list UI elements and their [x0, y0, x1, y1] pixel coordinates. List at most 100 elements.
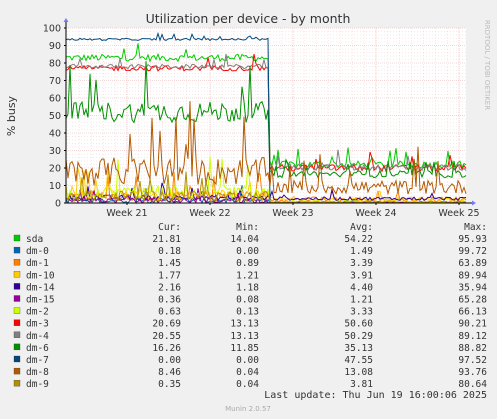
legend-cur-dm-2: 0.63	[158, 307, 181, 318]
legend-min-dm-14: 1.18	[236, 282, 259, 293]
legend-swatch-dm-2	[13, 307, 21, 314]
legend-avg-dm-15: 1.21	[350, 295, 373, 306]
legend-cur-dm-6: 16.26	[152, 343, 181, 354]
legend-avg-dm-0: 1.49	[350, 246, 373, 257]
legend-min-dm-0: 0.00	[236, 246, 259, 257]
legend-avg-dm-7: 47.55	[344, 355, 373, 366]
legend-min-dm-2: 0.13	[236, 307, 259, 318]
legend-header-avg: Avg:	[350, 222, 373, 233]
legend-cur-dm-3: 20.69	[152, 319, 181, 330]
legend-avg-dm-2: 3.33	[350, 307, 373, 318]
y-tick-label: 20	[49, 164, 61, 175]
legend-avg-dm-10: 3.91	[350, 270, 373, 281]
legend-cur-dm-8: 8.46	[158, 367, 181, 378]
legend-max-sda: 95.93	[458, 234, 487, 245]
legend-name-dm-10: dm-10	[26, 270, 55, 281]
legend-min-dm-3: 13.13	[230, 319, 259, 330]
legend-min-sda: 14.04	[230, 234, 259, 245]
legend-name-dm-0: dm-0	[26, 246, 49, 257]
y-tick-label: 40	[49, 129, 61, 140]
series-line-dm-6	[65, 61, 467, 179]
legend-min-dm-4: 13.13	[230, 331, 259, 342]
legend-avg-dm-3: 50.60	[344, 319, 373, 330]
y-tick-label: 90	[49, 41, 61, 52]
legend-cur-dm-1: 1.45	[158, 258, 181, 269]
legend-header-max: Max:	[464, 222, 487, 233]
legend-swatch-dm-10	[13, 271, 21, 278]
legend-cur-dm-7: 0.00	[158, 355, 181, 366]
legend-name-dm-2: dm-2	[26, 307, 49, 318]
legend-max-dm-7: 97.52	[458, 355, 487, 366]
series-line-dm-2	[65, 156, 467, 204]
legend-name-dm-14: dm-14	[26, 282, 55, 293]
legend-max-dm-2: 66.13	[458, 307, 487, 318]
legend-avg-dm-6: 35.13	[344, 343, 373, 354]
axes: 0 10 20 30 40 50 60 70 80 90 100 Week 21 Week 22 Week…	[43, 18, 480, 219]
legend-name-dm-1: dm-1	[26, 258, 49, 269]
series-line-dm-4	[65, 53, 467, 172]
legend-max-dm-6: 88.82	[458, 343, 487, 354]
chart-title: Utilization per device - by month	[146, 11, 351, 26]
y-tick-label: 50	[49, 111, 61, 122]
legend-min-dm-10: 1.21	[236, 270, 259, 281]
y-tick-label: 70	[49, 76, 61, 87]
legend-swatch-dm-6	[13, 343, 21, 351]
legend-name-dm-7: dm-7	[26, 355, 49, 366]
legend-avg-dm-1: 3.39	[350, 258, 373, 269]
legend-avg-sda: 54.22	[344, 234, 373, 245]
legend-swatch-dm-7	[13, 355, 21, 363]
legend-swatch-dm-9	[13, 380, 21, 387]
munin-version-footer: Munin 2.0.57	[225, 405, 271, 413]
legend-max-dm-0: 99.72	[458, 246, 487, 257]
legend-swatch-dm-3	[13, 319, 21, 326]
last-update-text: Last update: Thu Jun 19 16:00:06 2025	[264, 390, 487, 401]
legend-max-dm-3: 90.21	[458, 319, 487, 330]
y-axis-arrow-icon	[63, 18, 69, 22]
legend-max-dm-15: 65.28	[458, 295, 487, 306]
legend-cur-dm-4: 20.55	[152, 331, 181, 342]
x-tick-label: Week 24	[355, 208, 396, 219]
y-tick-label: 80	[49, 59, 61, 70]
legend-min-dm-9: 0.04	[236, 379, 259, 390]
legend-header-min: Min:	[236, 222, 259, 233]
x-tick-label: Week 22	[189, 208, 230, 219]
y-tick-label: 60	[49, 94, 61, 105]
x-axis-arrow-icon	[472, 200, 476, 206]
legend-max-dm-9: 80.64	[458, 379, 487, 390]
legend-name-sda: sda	[26, 234, 43, 245]
legend-swatch-dm-8	[13, 367, 21, 375]
legend-max-dm-1: 63.89	[458, 258, 487, 269]
legend-cur-dm-15: 0.36	[158, 295, 181, 306]
legend-header-cur: Cur:	[158, 222, 181, 233]
legend-avg-dm-8: 13.08	[344, 367, 373, 378]
legend-swatch-dm-14	[13, 283, 21, 290]
legend-swatch-dm-0	[13, 246, 21, 254]
legend-swatch-dm-4	[13, 331, 21, 338]
legend-swatch-dm-15	[13, 295, 21, 302]
legend-min-dm-1: 0.89	[236, 258, 259, 269]
legend-avg-dm-14: 4.40	[350, 282, 373, 293]
legend-cur-sda: 21.81	[152, 234, 181, 245]
legend-name-dm-3: dm-3	[26, 319, 49, 330]
legend-avg-dm-9: 3.81	[350, 379, 373, 390]
legend-name-dm-4: dm-4	[26, 331, 49, 342]
series-line-dm-8	[65, 101, 467, 196]
y-tick-label: 30	[49, 146, 61, 157]
legend-name-dm-15: dm-15	[26, 295, 55, 306]
legend-avg-dm-4: 50.29	[344, 331, 373, 342]
legend-cur-dm-14: 2.16	[158, 282, 181, 293]
legend-name-dm-9: dm-9	[26, 379, 49, 390]
legend-swatch-sda	[13, 234, 21, 242]
legend-cur-dm-9: 0.35	[158, 379, 181, 390]
legend-min-dm-7: 0.00	[236, 355, 259, 366]
y-axis-label: % busy	[5, 95, 18, 136]
legend-cur-dm-0: 0.18	[158, 246, 181, 257]
x-tick-label: Week 25	[438, 208, 479, 219]
series-line-sda	[65, 43, 467, 170]
legend-min-dm-6: 11.85	[230, 343, 259, 354]
x-tick-label: Week 21	[106, 208, 147, 219]
rrdtool-watermark: RRDTOOL / TOBI OETIKER	[483, 20, 491, 110]
y-tick-label: 100	[43, 24, 61, 35]
legend-min-dm-15: 0.08	[236, 295, 259, 306]
legend-max-dm-4: 89.12	[458, 331, 487, 342]
